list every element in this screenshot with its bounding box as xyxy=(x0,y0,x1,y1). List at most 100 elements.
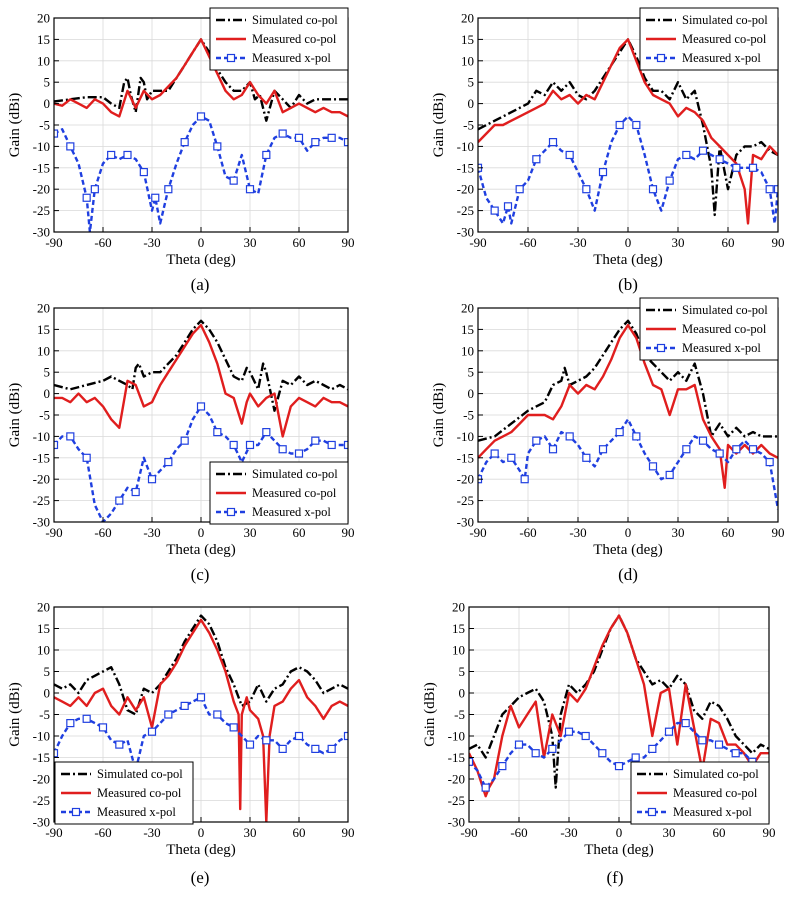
data-point xyxy=(213,142,222,151)
data-point xyxy=(262,428,271,437)
y-tick-label: -10 xyxy=(457,429,474,444)
x-tick-label: 30 xyxy=(244,825,257,840)
y-tick-label: -25 xyxy=(457,203,474,218)
data-point xyxy=(343,731,348,741)
data-point xyxy=(245,185,255,194)
x-axis-title: Theta (deg) xyxy=(166,542,236,558)
data-point xyxy=(698,736,707,745)
chart-panel-c: -90 -60 -30 0 30 60 90 20 15 10 5 0 -5 -10 -15 -20 -25 -3… xyxy=(7,301,355,585)
legend-label-measured-x-pol: Measured x-pol xyxy=(252,51,331,65)
data-point xyxy=(311,138,320,147)
data-point xyxy=(715,155,724,164)
series-measured-x-pol xyxy=(54,112,348,232)
x-tick-label: 60 xyxy=(293,525,306,540)
data-point xyxy=(565,150,574,160)
data-point xyxy=(278,129,287,138)
legend-label-measured-co-pol: Measured co-pol xyxy=(252,486,337,500)
series-line-measured-co-pol xyxy=(478,38,778,225)
data-point xyxy=(66,142,75,151)
data-point xyxy=(490,206,499,215)
y-tick-label: 0 xyxy=(44,386,51,401)
legend: Simulated co-pol Measured co-pol Measured … xyxy=(639,7,779,71)
data-point xyxy=(164,185,173,194)
x-tick-label: -30 xyxy=(569,235,586,250)
data-point xyxy=(582,185,591,194)
y-tick-label: 20 xyxy=(461,301,474,316)
legend-label-simulated-co-pol: Simulated co-pol xyxy=(682,303,768,317)
y-tick-label: 20 xyxy=(37,600,50,615)
y-tick-label: 5 xyxy=(44,664,51,679)
legend-marker xyxy=(226,507,236,517)
data-point xyxy=(490,449,499,458)
series-measured-co-pol xyxy=(478,38,778,225)
legend: Simulated co-pol Measured co-pol Measured … xyxy=(54,761,194,825)
data-point xyxy=(54,440,59,450)
data-point xyxy=(164,710,173,719)
data-point xyxy=(515,185,524,194)
y-axis-title: Gain (dBi) xyxy=(431,383,447,448)
y-tick-label: -10 xyxy=(33,729,50,744)
data-point xyxy=(731,749,740,758)
series-line-simulated-co-pol xyxy=(54,319,348,412)
data-point xyxy=(229,723,238,732)
data-point xyxy=(765,457,774,467)
data-point xyxy=(278,744,287,754)
y-tick-label: 20 xyxy=(37,301,50,316)
x-axis-title: Theta (deg) xyxy=(593,252,663,268)
data-point xyxy=(343,440,348,450)
y-tick-label: -30 xyxy=(33,515,50,530)
legend-label-simulated-co-pol: Simulated co-pol xyxy=(97,767,183,781)
data-point xyxy=(548,138,558,147)
data-point xyxy=(147,727,157,736)
y-tick-label: 5 xyxy=(468,365,475,380)
data-point xyxy=(229,440,238,450)
y-tick-label: 5 xyxy=(44,365,51,380)
x-tick-label: 90 xyxy=(342,235,355,250)
data-point xyxy=(615,428,624,437)
x-tick-label: -90 xyxy=(460,825,477,840)
y-axis-title: Gain (dBi) xyxy=(7,682,23,747)
data-point xyxy=(327,440,336,450)
x-tick-label: -60 xyxy=(94,235,111,250)
data-point xyxy=(665,470,674,480)
x-tick-label: 30 xyxy=(663,825,676,840)
data-point xyxy=(139,167,148,177)
legend-label-measured-co-pol: Measured co-pol xyxy=(682,322,767,336)
panel-caption: (e) xyxy=(191,868,210,887)
series-line-measured-co-pol xyxy=(54,618,348,822)
y-tick-label: -20 xyxy=(33,472,50,487)
legend: Simulated co-pol Measured co-pol Measured … xyxy=(209,7,349,71)
legend-label-measured-co-pol: Measured co-pol xyxy=(97,786,182,800)
legend: Simulated co-pol Measured co-pol Measured … xyxy=(209,461,349,525)
data-point xyxy=(520,475,529,484)
y-tick-label: -20 xyxy=(457,182,474,197)
data-point xyxy=(548,445,558,454)
y-tick-label: 15 xyxy=(461,32,474,47)
data-point xyxy=(664,727,674,736)
y-tick-label: 20 xyxy=(461,11,474,26)
x-tick-label: -90 xyxy=(45,825,62,840)
data-point xyxy=(115,496,124,505)
data-point xyxy=(294,133,304,142)
y-tick-label: -5 xyxy=(454,707,465,722)
series-measured-co-pol xyxy=(54,323,348,438)
x-tick-label: -30 xyxy=(560,825,577,840)
panel-caption: (f) xyxy=(607,868,624,887)
x-tick-label: 60 xyxy=(722,235,735,250)
data-point xyxy=(531,749,540,758)
series-line-simulated-co-pol xyxy=(478,38,778,217)
data-point xyxy=(514,740,524,749)
y-tick-label: 5 xyxy=(44,75,51,90)
data-point xyxy=(180,701,189,711)
x-tick-label: 60 xyxy=(713,825,726,840)
data-point xyxy=(196,402,206,411)
y-axis-title: Gain (dBi) xyxy=(422,682,438,747)
grid xyxy=(53,307,349,523)
legend-label-measured-co-pol: Measured co-pol xyxy=(682,32,767,46)
y-tick-label: -10 xyxy=(33,429,50,444)
y-tick-label: -25 xyxy=(33,493,50,508)
legend-marker xyxy=(71,807,81,817)
x-tick-label: -60 xyxy=(510,825,527,840)
data-point xyxy=(90,185,99,194)
x-tick-label: 0 xyxy=(625,525,632,540)
